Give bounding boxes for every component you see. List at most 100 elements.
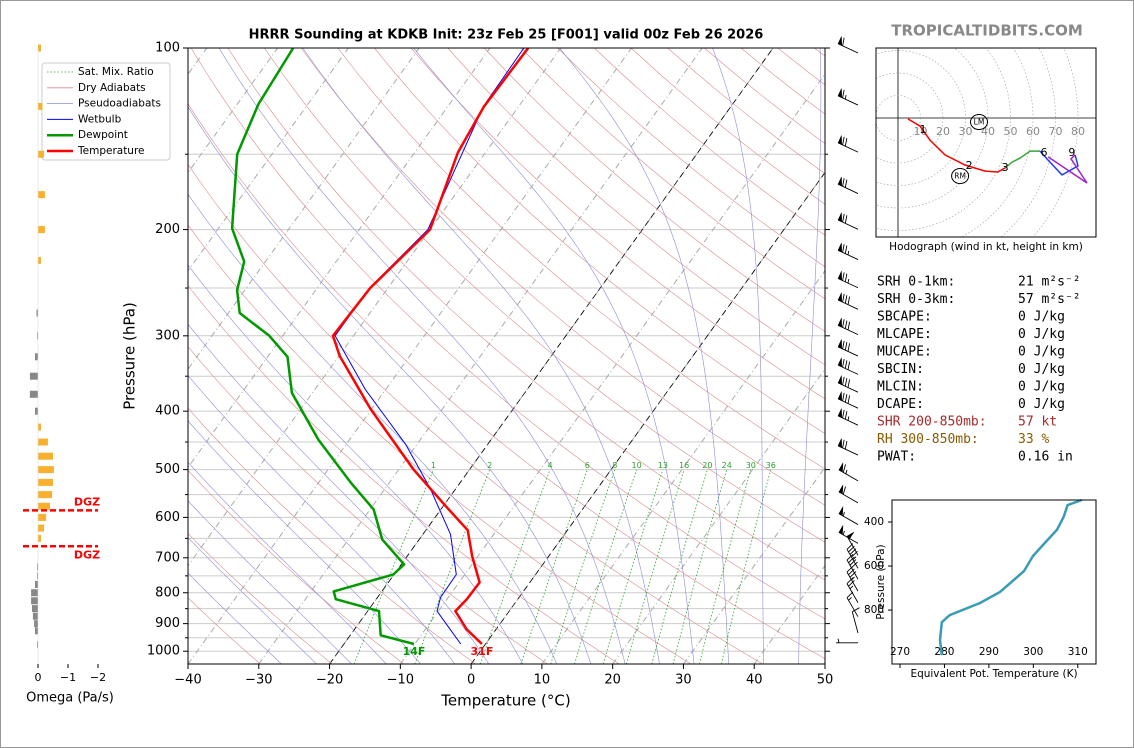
dry-adiabat (227, 48, 825, 581)
barb-staff (846, 566, 859, 592)
legend-label: Pseudoadiabats (78, 98, 161, 110)
y-tick-label: 400 (155, 404, 180, 419)
hodo-ring-label: 40 (981, 125, 995, 138)
barb-staff (846, 577, 859, 603)
omega-bar (31, 597, 38, 605)
stat-label: MLCIN: (877, 380, 924, 395)
omega-bar (38, 491, 53, 499)
y-tick-label: 100 (155, 41, 180, 56)
barb-flag (837, 357, 842, 368)
thetae-x-tick-label: 290 (979, 646, 999, 658)
hodograph-plot: 10 20 30 40 50 60 70 80 1 2 3 6 9 LM RM (876, 48, 1096, 237)
isotherm (329, 48, 774, 664)
thetae-x-tick-label: 310 (1068, 646, 1088, 658)
profile-line (334, 48, 525, 645)
x-tick-label: −10 (387, 673, 414, 688)
omega-bar (38, 256, 41, 264)
hodo-ring (876, 95, 921, 141)
isotherm (541, 269, 825, 664)
isotherm (188, 48, 632, 664)
mixing-ratio-line (414, 469, 491, 664)
y-tick-label: 500 (155, 462, 180, 477)
dry-adiabat (188, 164, 763, 664)
thetae-frame (891, 499, 1097, 665)
omega-bar (38, 102, 43, 110)
stat-label: PWAT: (877, 450, 916, 465)
wind-barb (838, 506, 859, 525)
omega-bar (38, 423, 41, 431)
barb-staff (835, 638, 859, 644)
mixing-ratio-label: 6 (585, 461, 590, 470)
mixing-ratio-line (574, 469, 637, 664)
barb-flag (838, 506, 844, 516)
omega-bar (32, 605, 38, 613)
pseudoadiabat (798, 48, 822, 664)
dry-adiabat (520, 48, 825, 300)
hodo-ring (961, 48, 1034, 237)
omega-bar (38, 191, 45, 199)
stat-value: 0 J/kg (1018, 345, 1065, 360)
omega-bar (38, 150, 44, 158)
wind-barb (851, 607, 860, 634)
dry-adiabat (188, 285, 620, 664)
isotherm (258, 48, 703, 664)
mixing-ratio-label: 16 (679, 461, 689, 470)
wind-barb (837, 317, 859, 336)
barb-flag (837, 317, 842, 328)
storm-motion-label: RM (954, 172, 966, 181)
storm-motion-marker (970, 114, 988, 131)
isotherm (188, 48, 420, 370)
mixing-ratio-label: 30 (746, 461, 756, 470)
hodo-segment (1047, 154, 1088, 184)
hodo-ring-label: 50 (1004, 125, 1018, 138)
dry-adiabat (188, 407, 476, 664)
omega-tick-label: −2 (90, 671, 106, 684)
wind-barb (846, 553, 859, 580)
legend-label: Temperature (77, 145, 145, 157)
thetae-x-tick-label: 300 (1023, 646, 1043, 658)
dry-adiabat (188, 597, 261, 664)
hodo-ring-label: 60 (1026, 125, 1040, 138)
hodo-ring-label: 20 (936, 125, 950, 138)
dry-adiabat (188, 346, 548, 664)
pseudoadiabat (188, 500, 352, 664)
plot-frame (187, 47, 826, 665)
barb-flag (837, 36, 842, 46)
thetae-x-tick-label: 270 (890, 646, 910, 658)
dry-adiabat (188, 103, 825, 660)
mixing-ratio-line (721, 469, 772, 664)
stat-label: RH 300-850mb: (877, 432, 979, 447)
barb-flag (837, 212, 842, 223)
isotherm (188, 48, 491, 469)
mixing-ratio-label: 4 (547, 461, 552, 470)
dgz-label: DGZ (74, 548, 100, 561)
stat-label: SBCIN: (877, 362, 924, 377)
wind-barb (837, 438, 859, 456)
wind-barb (837, 88, 859, 106)
barb-flag (837, 438, 842, 448)
dry-adiabat (447, 48, 825, 366)
omega-bar (35, 407, 38, 415)
thetae-y-tick-label: 800 (864, 604, 884, 616)
hodo-height-label: 3 (1002, 161, 1009, 174)
stat-value: 0.16 in (1018, 450, 1073, 465)
barb-staff (837, 392, 859, 409)
thetae-line (938, 498, 1083, 656)
pseudoadiabat (188, 323, 490, 664)
thetae-x-label: Equivalent Pot. Temperature (K) (910, 668, 1077, 680)
wind-barb (837, 242, 859, 260)
thetae-y-label: Pressure (hPa) (875, 544, 887, 619)
barb-flag (837, 271, 842, 281)
mixing-ratio-label: 36 (766, 461, 776, 470)
barb-flag (837, 88, 842, 98)
omega-bar (38, 452, 53, 460)
mixing-ratio-line (651, 469, 708, 664)
x-tick-label: 0 (467, 673, 475, 688)
omega-bar (29, 390, 38, 398)
barb-staff (837, 376, 859, 393)
pseudoadiabat (188, 461, 387, 664)
wind-barb (837, 135, 859, 153)
profile-line (230, 48, 415, 646)
hodo-ring (1032, 48, 1079, 237)
